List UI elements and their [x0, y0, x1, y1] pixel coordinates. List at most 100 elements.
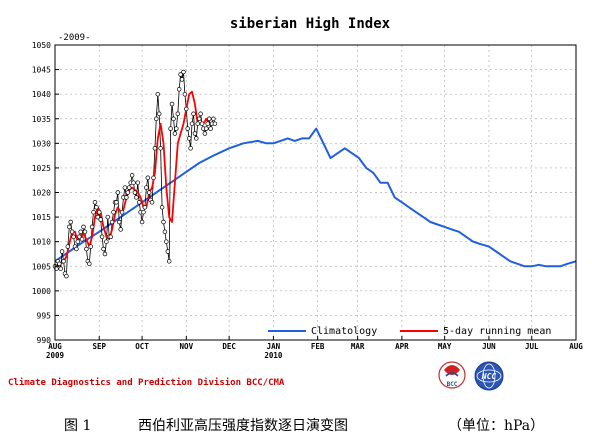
- daily-point: [164, 239, 169, 244]
- daily-point: [188, 146, 193, 151]
- daily-point: [129, 173, 135, 178]
- daily-point: [65, 244, 71, 249]
- figure-label: 图 1: [64, 418, 91, 434]
- daily-point: [81, 224, 86, 230]
- daily-point: [101, 246, 106, 252]
- daily-point: [204, 126, 209, 131]
- y-tick-label: 990: [37, 336, 52, 345]
- x-tick-year-label: 2010: [264, 351, 283, 360]
- x-tick-label: FEB: [311, 342, 325, 351]
- y-tick-label: 1025: [32, 164, 51, 173]
- daily-point: [59, 249, 65, 254]
- daily-point: [67, 224, 72, 230]
- daily-point: [186, 136, 192, 141]
- daily-point: [142, 205, 148, 210]
- y-tick-label: 1040: [32, 90, 51, 99]
- daily-point: [102, 251, 108, 257]
- daily-point: [212, 121, 218, 126]
- daily-point: [77, 234, 82, 240]
- daily-point: [199, 121, 205, 126]
- daily-point: [88, 244, 93, 249]
- daily-point: [146, 190, 152, 195]
- daily-point: [149, 200, 155, 205]
- daily-point: [205, 121, 210, 126]
- daily-point: [139, 219, 145, 225]
- daily-point: [196, 116, 202, 122]
- daily-point: [208, 126, 213, 131]
- daily-point: [87, 261, 92, 267]
- daily-point: [155, 91, 161, 97]
- daily-point: [182, 91, 188, 97]
- daily-point: [151, 175, 156, 181]
- x-tick-label: MAY: [438, 342, 452, 351]
- daily-point: [194, 136, 199, 141]
- daily-point: [165, 249, 171, 254]
- daily-point: [116, 219, 122, 225]
- daily-point: [82, 229, 88, 235]
- legend-running-mean-label: 5-day running mean: [443, 326, 551, 337]
- daily-point: [134, 195, 139, 200]
- daily-point: [152, 146, 158, 151]
- daily-point: [118, 227, 123, 232]
- daily-point: [109, 219, 115, 225]
- daily-point: [144, 185, 149, 190]
- daily-point: [172, 131, 178, 136]
- daily-point: [115, 190, 121, 195]
- series-layer: [52, 69, 577, 279]
- x-tick-label: AUG: [569, 342, 583, 351]
- daily-point: [166, 259, 172, 264]
- daily-point: [198, 111, 203, 117]
- climatology-line: [54, 127, 577, 268]
- daily-point: [168, 126, 173, 131]
- daily-point: [99, 234, 105, 240]
- daily-point: [75, 239, 81, 244]
- ncc-logo: NCC: [474, 361, 504, 391]
- daily-point: [159, 205, 165, 210]
- y-tick-label: 1030: [32, 139, 51, 148]
- daily-point: [57, 261, 62, 267]
- daily-point: [179, 77, 185, 82]
- daily-point: [175, 111, 181, 117]
- daily-point: [61, 259, 66, 264]
- daily-point: [94, 205, 99, 210]
- x-tick-label: DEC: [222, 342, 236, 351]
- daily-point: [78, 229, 83, 235]
- y-tick-label: 995: [37, 311, 52, 320]
- daily-point: [122, 185, 128, 190]
- daily-point: [105, 214, 111, 220]
- legend-climatology-label: Climatology: [311, 326, 377, 337]
- daily-point: [114, 200, 119, 205]
- daily-point: [84, 246, 89, 252]
- daily-point: [161, 219, 166, 225]
- daily-point: [91, 209, 96, 215]
- ncc-logo-text: NCC: [481, 372, 497, 381]
- x-tick-label: APR: [395, 342, 409, 351]
- x-tick-label: SEP: [92, 342, 106, 351]
- daily-point: [124, 195, 129, 200]
- daily-point: [185, 126, 190, 131]
- daily-point: [158, 146, 163, 151]
- daily-point: [176, 87, 182, 92]
- daily-point: [89, 224, 95, 230]
- x-tick-label: OCT: [135, 342, 149, 351]
- daily-point: [126, 185, 132, 190]
- daily-point: [58, 266, 63, 271]
- daily-point: [125, 190, 131, 195]
- daily-point: [178, 72, 183, 77]
- daily-point: [119, 209, 125, 215]
- daily-point: [156, 111, 162, 117]
- figure-caption: 西伯利亚高压强度指数逐日演变图: [138, 417, 348, 434]
- daily-point: [131, 180, 136, 185]
- y-tick-label: 1035: [32, 115, 51, 124]
- daily-point: [202, 131, 208, 136]
- daily-point: [184, 106, 189, 112]
- daily-point: [79, 236, 85, 242]
- x-tick-label: JUN: [482, 342, 496, 351]
- legend: Climatology 5-day running mean: [268, 326, 551, 337]
- daily-point: [211, 116, 216, 122]
- daily-point: [171, 116, 176, 122]
- daily-point: [96, 209, 102, 215]
- daily-point: [71, 234, 76, 240]
- daily-point: [174, 126, 179, 131]
- daily-point: [69, 229, 75, 235]
